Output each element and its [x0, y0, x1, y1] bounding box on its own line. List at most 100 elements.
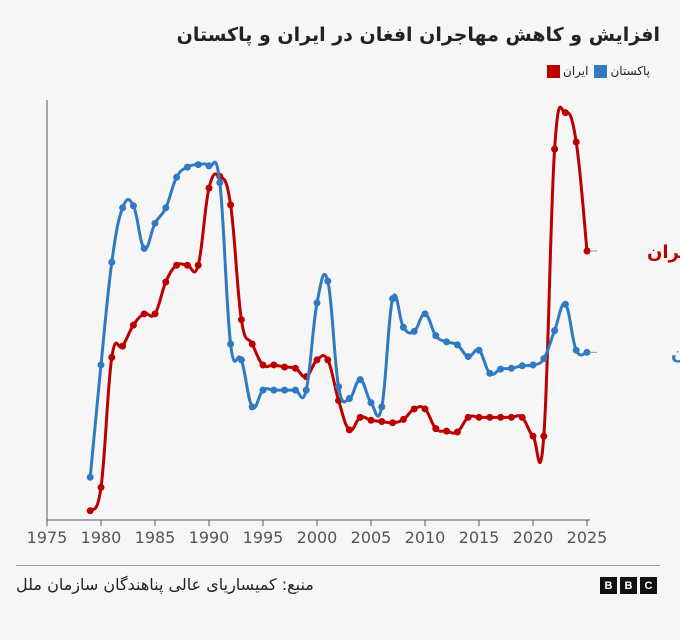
- x-tick-label: 1980: [81, 528, 122, 547]
- data-point: [86, 473, 94, 481]
- data-point: [108, 353, 116, 361]
- data-point: [345, 426, 353, 434]
- data-point: [129, 321, 137, 329]
- data-point: [356, 413, 364, 421]
- data-point: [270, 386, 278, 394]
- data-point: [291, 364, 299, 372]
- x-tick-label: 2005: [351, 528, 392, 547]
- data-point: [248, 340, 256, 348]
- legend-label: ایران: [563, 64, 589, 78]
- data-point: [475, 346, 483, 354]
- data-point: [551, 327, 559, 335]
- data-point: [151, 310, 159, 318]
- source-note: منبع: کمیساریای عالی پناهندگان سازمان مل…: [16, 575, 314, 594]
- legend-item-iran: ایران: [547, 64, 588, 78]
- data-point: [367, 399, 375, 407]
- data-point: [453, 341, 461, 349]
- x-tick-label: 2015: [459, 528, 500, 547]
- data-point: [497, 413, 505, 421]
- data-point: [194, 261, 202, 269]
- data-point: [205, 162, 213, 170]
- data-point: [259, 361, 267, 369]
- data-point: [561, 109, 569, 117]
- data-point: [270, 361, 278, 369]
- legend: پاکستان ایران: [547, 64, 650, 78]
- data-point: [583, 247, 591, 255]
- series-label: ایران: [647, 242, 680, 263]
- data-point: [281, 363, 289, 371]
- legend-swatch: [547, 64, 561, 78]
- legend-swatch: [594, 64, 608, 78]
- data-point: [475, 413, 483, 421]
- data-point: [540, 355, 548, 363]
- data-point: [399, 323, 407, 331]
- data-point: [561, 300, 569, 308]
- data-point: [183, 261, 191, 269]
- data-point: [237, 316, 245, 324]
- data-point: [464, 353, 472, 361]
- data-point: [119, 342, 127, 350]
- data-point: [194, 161, 202, 169]
- data-point: [410, 327, 418, 335]
- data-point: [540, 432, 548, 440]
- data-point: [248, 403, 256, 411]
- data-point: [410, 405, 418, 413]
- data-point: [432, 425, 440, 433]
- series-line-0: [88, 105, 589, 512]
- data-point: [367, 416, 375, 424]
- data-point: [464, 413, 472, 421]
- data-point: [173, 261, 181, 269]
- series-label: پاکستان: [671, 343, 680, 364]
- data-point: [313, 299, 321, 307]
- data-point: [507, 364, 515, 372]
- data-point: [140, 310, 148, 318]
- data-point: [345, 394, 353, 402]
- data-point: [97, 483, 105, 491]
- data-point: [572, 346, 580, 354]
- data-point: [551, 145, 559, 153]
- data-point: [378, 403, 386, 411]
- x-tick-label: 2020: [513, 528, 554, 547]
- x-tick-label: 1995: [243, 528, 284, 547]
- data-point: [529, 432, 537, 440]
- data-point: [302, 386, 310, 394]
- data-point: [227, 340, 235, 348]
- x-tick-label: 2010: [405, 528, 446, 547]
- data-point: [86, 507, 94, 515]
- data-point: [518, 362, 526, 370]
- data-point: [335, 383, 343, 391]
- data-point: [151, 219, 159, 227]
- x-tick-label: 1985: [135, 528, 176, 547]
- data-point: [486, 369, 494, 377]
- data-point: [324, 277, 332, 285]
- data-point: [313, 356, 321, 364]
- data-point: [356, 376, 364, 384]
- legend-label: پاکستان: [610, 64, 650, 78]
- data-point: [119, 204, 127, 212]
- x-tick-label: 2000: [297, 528, 338, 547]
- data-point: [432, 332, 440, 340]
- data-point: [421, 405, 429, 413]
- data-point: [518, 413, 526, 421]
- data-point: [205, 184, 213, 192]
- data-point: [583, 348, 591, 356]
- x-tick-label: 1990: [189, 528, 230, 547]
- data-point: [421, 310, 429, 318]
- data-point: [183, 163, 191, 171]
- data-point: [453, 428, 461, 436]
- data-point: [162, 204, 170, 212]
- data-point: [443, 338, 451, 346]
- legend-item-pakistan: پاکستان: [594, 64, 650, 78]
- data-point: [507, 413, 515, 421]
- data-point: [497, 365, 505, 373]
- data-point: [291, 386, 299, 394]
- data-point: [389, 295, 397, 303]
- data-point: [259, 386, 267, 394]
- data-point: [389, 419, 397, 427]
- chart-title: افزایش و کاهش مهاجران افغان در ایران و پ…: [176, 24, 660, 46]
- data-point: [324, 356, 332, 364]
- data-point: [486, 413, 494, 421]
- data-point: [140, 244, 148, 252]
